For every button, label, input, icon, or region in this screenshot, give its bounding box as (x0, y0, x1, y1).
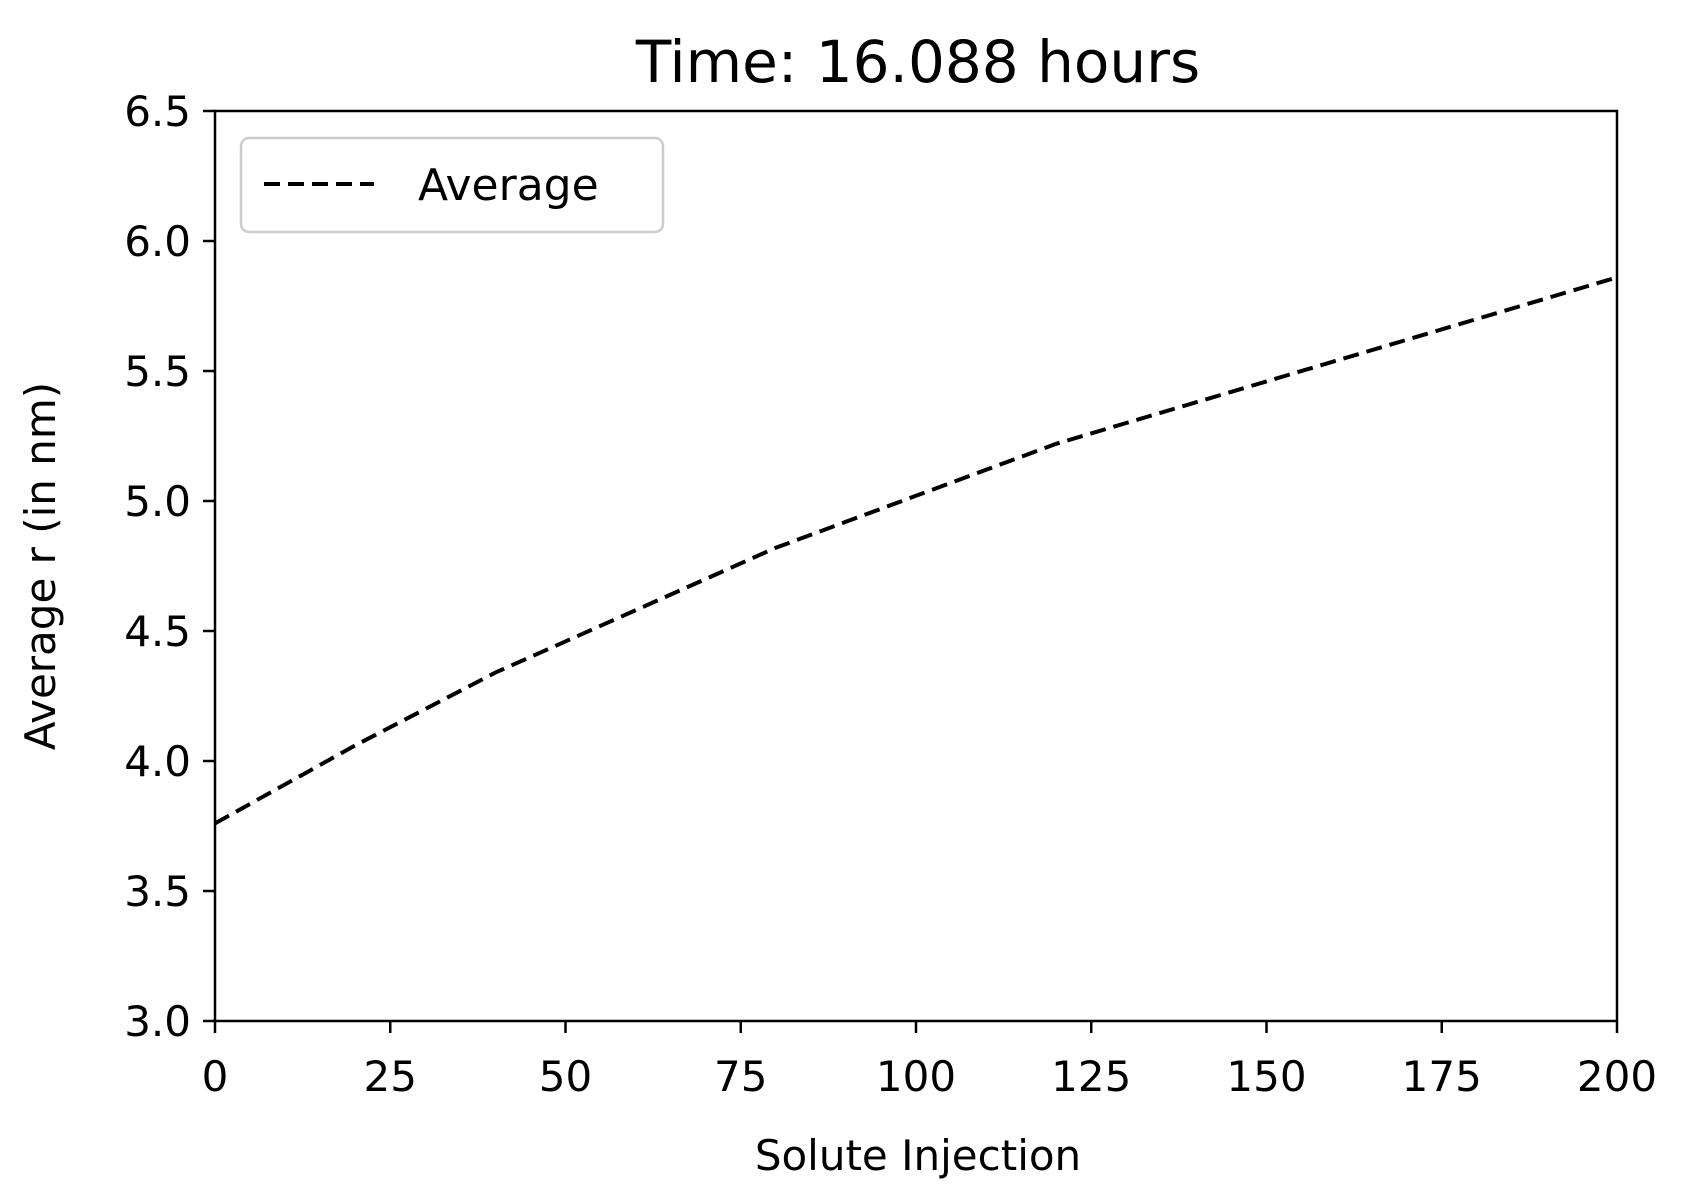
x-axis-ticks: 0 25 50 75 100 125 150 175 200 (202, 1021, 1657, 1101)
x-tick-label: 200 (1577, 1052, 1657, 1101)
y-tick-label: 4.0 (124, 737, 191, 786)
y-tick-label: 3.5 (124, 867, 191, 916)
x-axis-label: Solute Injection (755, 1131, 1081, 1180)
series-line-average (214, 275, 1618, 826)
y-tick-label: 4.5 (124, 607, 191, 656)
x-tick-label: 50 (539, 1052, 592, 1101)
x-tick-label: 125 (1051, 1052, 1131, 1101)
legend-label-average: Average (418, 160, 599, 211)
y-axis-label: Average r (in nm) (16, 382, 65, 750)
legend-box (239, 136, 665, 234)
y-tick-label: 3.0 (124, 997, 191, 1046)
y-tick-label: 5.5 (124, 347, 191, 396)
x-tick-label: 75 (714, 1052, 767, 1101)
series-layer (214, 275, 1618, 826)
x-tick-label: 100 (876, 1052, 956, 1101)
y-tick-label: 5.0 (124, 477, 191, 526)
y-axis-ticks: 3.0 3.5 4.0 4.5 5.0 5.5 6.0 6.5 (124, 87, 215, 1046)
y-tick-label: 6.0 (124, 217, 191, 266)
x-tick-label: 175 (1402, 1052, 1482, 1101)
x-tick-label: 150 (1226, 1052, 1306, 1101)
y-tick-label: 6.5 (124, 87, 191, 136)
chart-title: Time: 16.088 hours (635, 28, 1200, 96)
x-tick-label: 25 (364, 1052, 417, 1101)
legend: Average (239, 136, 665, 234)
x-tick-label: 0 (202, 1052, 229, 1101)
